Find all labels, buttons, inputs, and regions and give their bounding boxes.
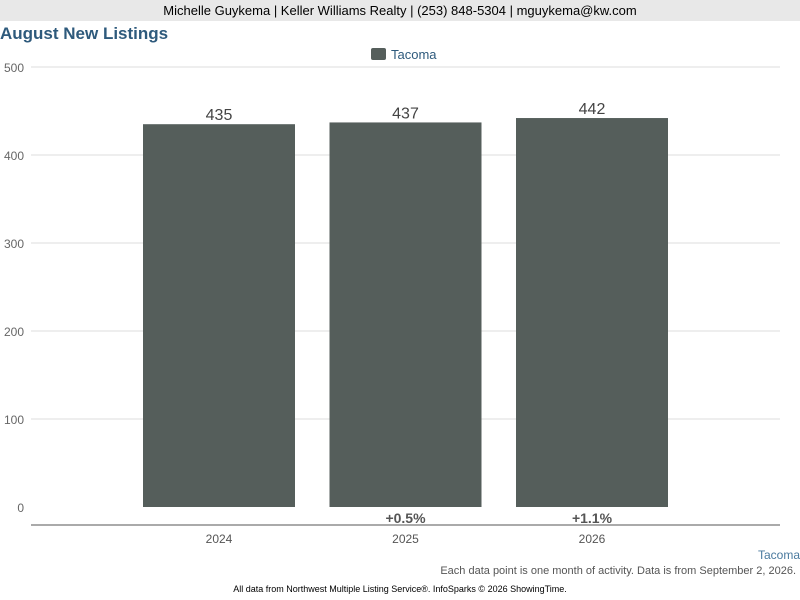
y-tick-label: 300 <box>4 237 24 251</box>
bar <box>329 122 482 507</box>
contact-text: Michelle Guykema | Keller Williams Realt… <box>163 3 637 18</box>
change-label: +0.5% <box>385 510 426 526</box>
x-tick-label: 2026 <box>579 532 606 546</box>
market-label: Tacoma <box>757 548 800 562</box>
y-tick-label: 400 <box>4 149 24 163</box>
y-tick-label: 500 <box>4 61 24 75</box>
x-tick-label: 2024 <box>206 532 233 546</box>
legend-swatch <box>371 48 386 60</box>
source-note: All data from Northwest Multiple Listing… <box>233 584 567 594</box>
data-label: 437 <box>392 105 419 122</box>
y-tick-label: 200 <box>4 325 24 339</box>
x-tick-label: 2025 <box>392 532 419 546</box>
y-tick-label: 0 <box>17 501 24 515</box>
legend[interactable]: Tacoma <box>371 45 437 63</box>
data-label: 435 <box>206 107 233 124</box>
change-label: +1.1% <box>572 510 613 526</box>
y-tick-label: 100 <box>4 413 24 427</box>
footnote: Each data point is one month of activity… <box>440 565 796 577</box>
bar <box>516 118 668 507</box>
contact-header: Michelle Guykema | Keller Williams Realt… <box>0 0 800 21</box>
bar <box>143 124 295 507</box>
legend-label: Tacoma <box>391 46 437 62</box>
chart-title: August New Listings <box>0 24 169 43</box>
data-label: 442 <box>579 101 606 118</box>
